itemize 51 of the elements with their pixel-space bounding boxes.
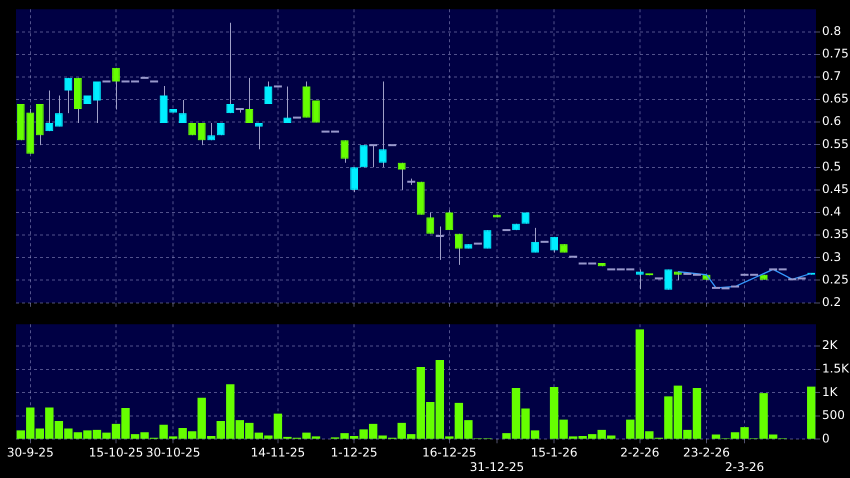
y-tick-label: 0.6 <box>822 114 842 128</box>
x-tick-label: 2-3-26 <box>724 460 764 474</box>
x-tick-label: 15-1-26 <box>530 446 578 460</box>
y-tick-label: 0.7 <box>822 69 842 84</box>
x-tick-label: 30-10-25 <box>146 446 200 460</box>
candlestick <box>445 210 454 231</box>
candlestick <box>264 80 272 105</box>
y-tick-label: 1K <box>822 384 839 399</box>
y-tick-label: 0.8 <box>822 24 842 38</box>
candlestick <box>636 268 644 290</box>
y-tick-label: 0.55 <box>822 136 849 151</box>
candlestick <box>226 22 234 114</box>
y-tick-label: 0.35 <box>822 227 849 242</box>
candlestick <box>64 77 72 114</box>
candlestick <box>112 67 120 110</box>
candlestick <box>550 236 558 254</box>
x-tick-label: 2-2-26 <box>620 446 660 460</box>
candlestick <box>454 233 463 266</box>
y-tick-label: 0 <box>822 431 830 446</box>
candlestick <box>284 86 292 124</box>
x-tick-label: 30-9-25 <box>6 446 54 460</box>
y-tick-label: 0.3 <box>822 250 842 264</box>
candlestick <box>54 94 63 128</box>
x-tick-label: 31-12-25 <box>470 460 524 474</box>
candlestick <box>340 140 348 164</box>
y-tick-label: 0.75 <box>822 46 849 60</box>
y-tick-label: 0.65 <box>822 92 849 106</box>
candlestick <box>350 166 358 193</box>
candlestick <box>254 122 263 150</box>
y-tick-label: 0.25 <box>822 272 849 286</box>
candlestick <box>93 80 101 124</box>
y-tick-label: 0.4 <box>822 204 842 219</box>
bar <box>712 434 720 439</box>
candlestick <box>426 212 434 234</box>
x-tick-label: 14-11-25 <box>250 446 306 460</box>
y-tick-label: 0.2 <box>822 294 842 309</box>
y-tick-label: 2K <box>822 338 839 352</box>
x-tick-label: 16-12-25 <box>422 446 477 460</box>
x-tick-label: 23-2-26 <box>683 446 730 460</box>
candlestick <box>378 80 387 168</box>
y-tick-label: 1.5K <box>822 361 850 376</box>
x-tick-label: 1-12-25 <box>330 446 378 460</box>
x-tick-label: 15-10-25 <box>88 446 144 460</box>
candlestick <box>198 122 206 146</box>
y-tick-label: 500 <box>822 408 845 422</box>
y-tick-label: 0.45 <box>822 182 849 196</box>
candlestick <box>207 122 216 141</box>
y-tick-label: 0.5 <box>822 159 842 174</box>
bar <box>807 386 816 439</box>
candlestick <box>531 227 539 254</box>
candlestick <box>45 90 54 132</box>
